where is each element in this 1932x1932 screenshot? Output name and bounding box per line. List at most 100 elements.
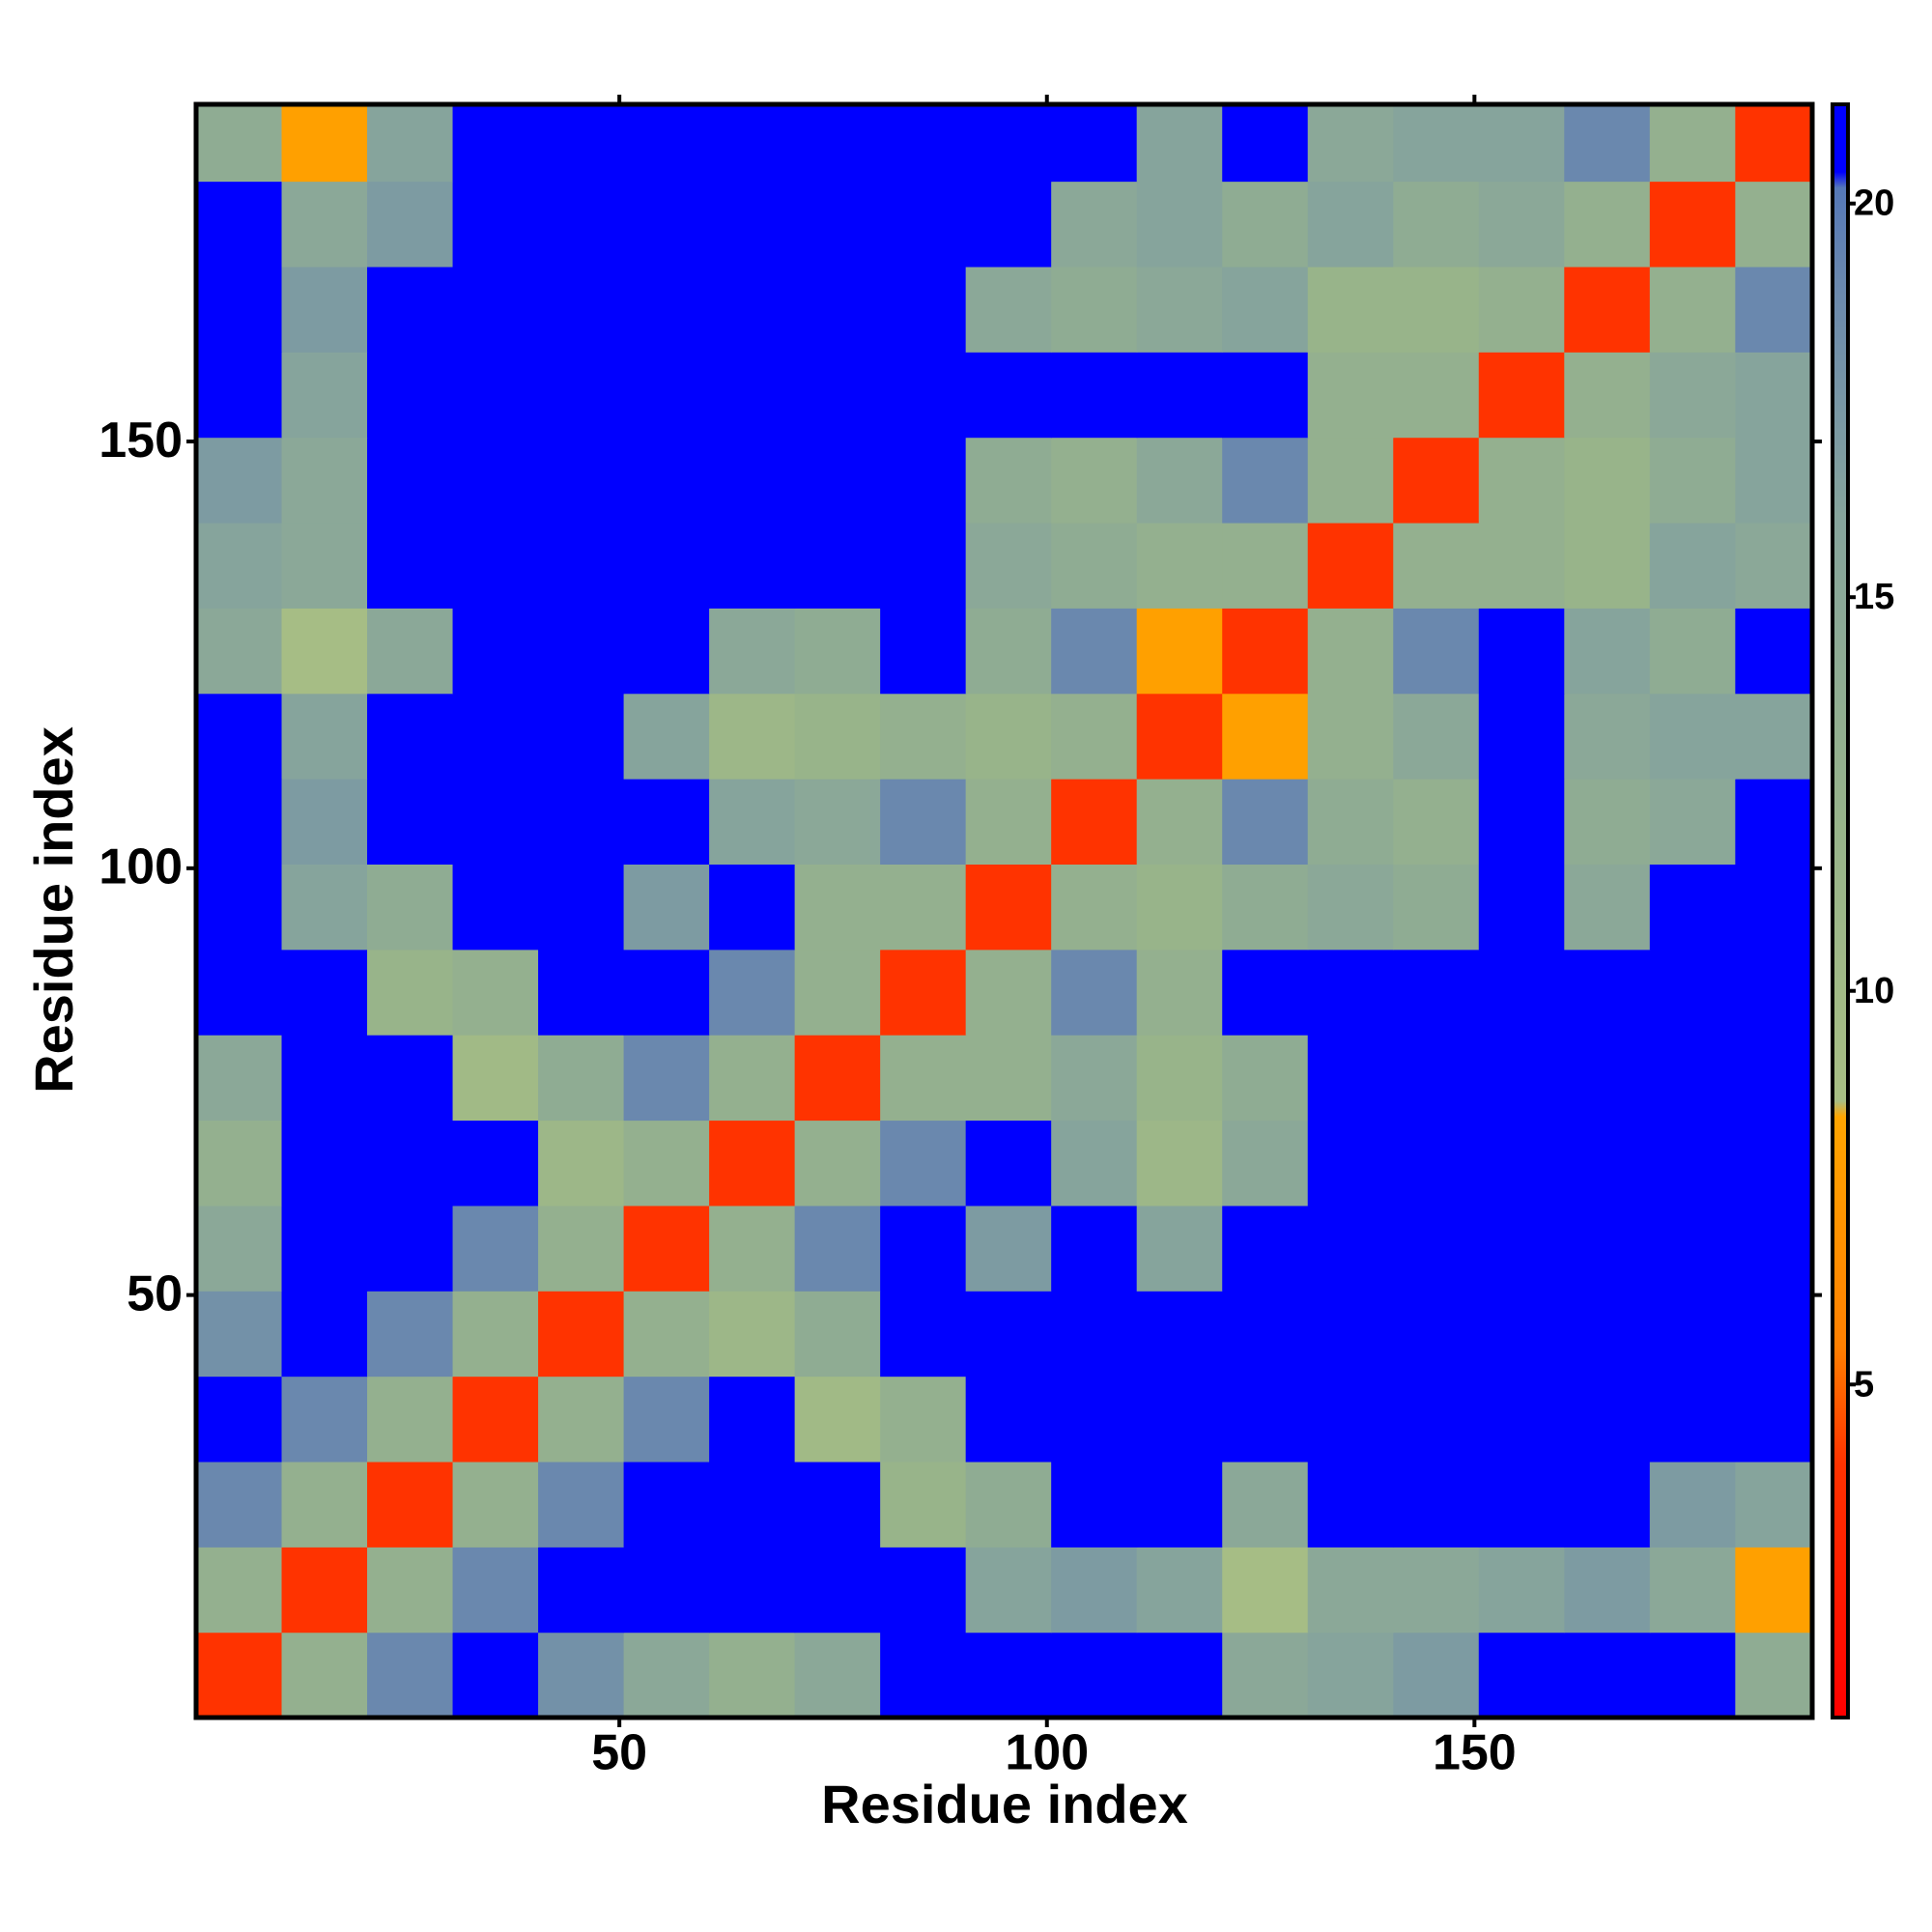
- heatmap-cell: [281, 864, 368, 951]
- heatmap-cell: [623, 1291, 710, 1378]
- heatmap-cell: [452, 352, 539, 439]
- heatmap-cell: [1478, 266, 1565, 353]
- heatmap-cell: [1222, 949, 1309, 1036]
- heatmap-cell: [1222, 1376, 1309, 1463]
- heatmap-cell: [367, 104, 454, 183]
- heatmap-cell: [880, 437, 967, 524]
- heatmap-cell: [1222, 266, 1309, 353]
- heatmap-cell: [1307, 1120, 1394, 1207]
- heatmap-cell: [452, 608, 539, 695]
- heatmap-cell: [794, 949, 881, 1036]
- heatmap-cell: [1051, 608, 1138, 695]
- heatmap-cell: [965, 1632, 1052, 1719]
- heatmap-cell: [1393, 1461, 1480, 1548]
- heatmap-cell: [1222, 1120, 1309, 1207]
- heatmap-cell: [452, 437, 539, 524]
- heatmap-cell: [880, 608, 967, 695]
- heatmap-cell: [538, 522, 625, 609]
- heatmap-cell: [880, 522, 967, 609]
- heatmap-cell: [1393, 266, 1480, 353]
- heatmap-cell: [1393, 949, 1480, 1036]
- heatmap-cell: [538, 1547, 625, 1634]
- heatmap-cell: [794, 352, 881, 439]
- heatmap-cell: [1222, 1035, 1309, 1122]
- heatmap-cell: [1136, 1632, 1223, 1719]
- heatmap-cell: [1564, 1376, 1651, 1463]
- heatmap-cell: [1649, 1547, 1736, 1634]
- heatmap-cell: [1136, 266, 1223, 353]
- heatmap-cell: [1478, 1120, 1565, 1207]
- heatmap-cell: [880, 1632, 967, 1719]
- heatmap-cell: [794, 1632, 881, 1719]
- colorbar-tick-label: 5: [1854, 1364, 1874, 1405]
- heatmap-cell: [452, 1035, 539, 1122]
- heatmap-cell: [709, 437, 796, 524]
- heatmap-cell: [367, 779, 454, 866]
- heatmap-cell: [1478, 693, 1565, 780]
- heatmap-cell: [1564, 104, 1651, 183]
- heatmap-cell: [709, 1205, 796, 1292]
- heatmap-cell: [1564, 522, 1651, 609]
- heatmap-cell: [1393, 608, 1480, 695]
- heatmap-cell: [196, 779, 283, 866]
- heatmap-cell: [1051, 104, 1138, 183]
- heatmap-cell: [1393, 437, 1480, 524]
- heatmap-cell: [1478, 1376, 1565, 1463]
- heatmap-cell: [1307, 693, 1394, 780]
- heatmap-cell: [1649, 181, 1736, 268]
- heatmap-cell: [367, 864, 454, 951]
- heatmap-cell: [965, 104, 1052, 183]
- heatmap-cell: [623, 1376, 710, 1463]
- heatmap-cell: [623, 437, 710, 524]
- heatmap-cell: [1564, 779, 1651, 866]
- y-tick-label: 100: [99, 839, 183, 895]
- heatmap-cell: [1478, 1547, 1565, 1634]
- heatmap-cell: [965, 522, 1052, 609]
- heatmap-cell: [281, 949, 368, 1036]
- heatmap-cell: [1478, 104, 1565, 183]
- heatmap-cell: [1051, 437, 1138, 524]
- heatmap-cell: [1222, 779, 1309, 866]
- heatmap-cell: [452, 522, 539, 609]
- heatmap-cell: [1307, 1205, 1394, 1292]
- heatmap-cell: [1735, 181, 1813, 268]
- heatmap-cell: [1564, 608, 1651, 695]
- heatmap-cell: [281, 352, 368, 439]
- heatmap-cell: [623, 864, 710, 951]
- heatmap-cell: [1222, 104, 1309, 183]
- heatmap-cell: [1393, 104, 1480, 183]
- heatmap-cell: [709, 1461, 796, 1548]
- heatmap-cell: [367, 1205, 454, 1292]
- heatmap-cell: [1649, 1120, 1736, 1207]
- heatmap-cell: [281, 1376, 368, 1463]
- heatmap-cell: [965, 693, 1052, 780]
- heatmap-cell: [367, 1291, 454, 1378]
- heatmap-cell: [1478, 1035, 1565, 1122]
- heatmap-cell: [1478, 522, 1565, 609]
- heatmap-cell: [1649, 864, 1736, 951]
- heatmap-cell: [1307, 437, 1394, 524]
- heatmap-cell: [1222, 1291, 1309, 1378]
- heatmap-cell: [1307, 1547, 1394, 1634]
- heatmap-cell: [538, 352, 625, 439]
- heatmap-cell: [367, 1035, 454, 1122]
- heatmap-cell: [281, 181, 368, 268]
- heatmap-cell: [1735, 1205, 1813, 1292]
- heatmap-cell: [452, 266, 539, 353]
- heatmap-cell: [281, 1035, 368, 1122]
- heatmap-cell: [1307, 352, 1394, 439]
- heatmap-cell: [1136, 522, 1223, 609]
- heatmap-cell: [1735, 1120, 1813, 1207]
- heatmap-cell: [196, 1205, 283, 1292]
- heatmap-cell: [1649, 104, 1736, 183]
- heatmap-cell: [1393, 1632, 1480, 1719]
- heatmap-cell: [281, 608, 368, 695]
- heatmap-cell: [623, 522, 710, 609]
- heatmap-cell: [709, 1632, 796, 1719]
- colorbar-tick-label: 20: [1854, 184, 1894, 224]
- heatmap-cell: [794, 779, 881, 866]
- heatmap-cell: [1307, 608, 1394, 695]
- heatmap-cell: [1136, 693, 1223, 780]
- heatmap-cell: [965, 181, 1052, 268]
